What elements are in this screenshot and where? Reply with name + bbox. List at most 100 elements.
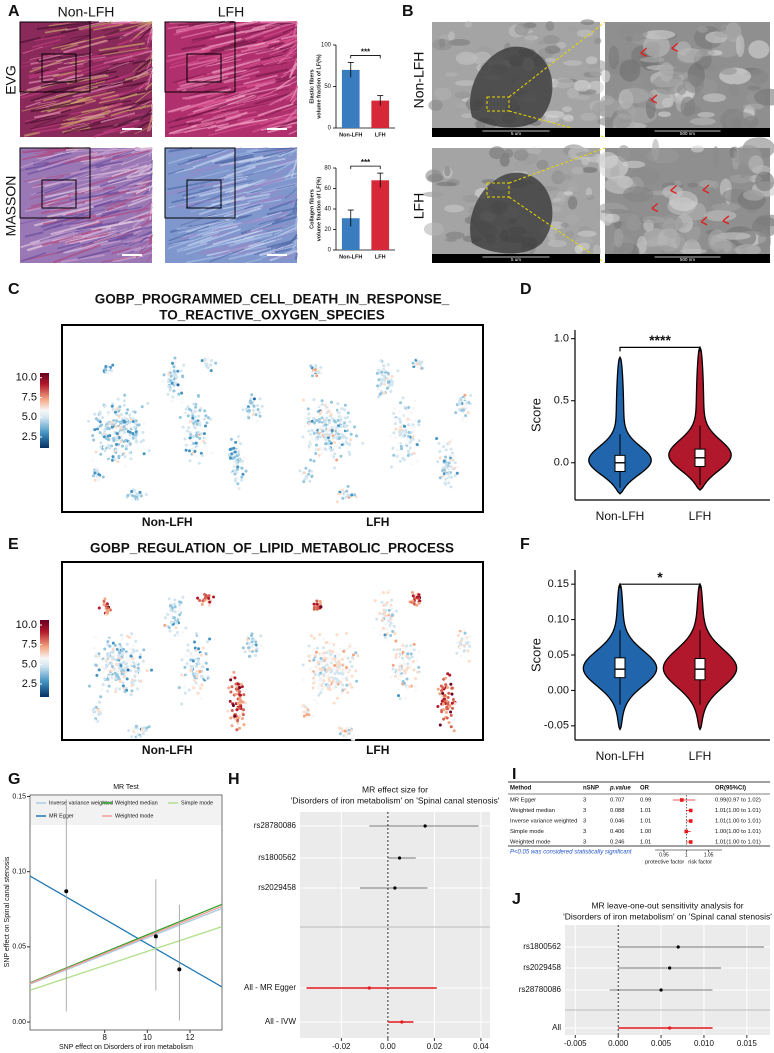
- cell-point: [179, 369, 183, 373]
- table-cell: Weighted median: [510, 808, 555, 814]
- cell-point: [338, 732, 342, 736]
- cell-point: [129, 457, 133, 461]
- cell-point: [411, 407, 415, 411]
- cell-point: [335, 680, 339, 684]
- fiber: [136, 180, 153, 185]
- fiber: [260, 229, 298, 243]
- cell-point: [104, 364, 108, 368]
- cell-point: [412, 648, 416, 652]
- cell-point: [259, 634, 263, 638]
- cell-point: [98, 431, 102, 435]
- cell-point: [126, 668, 130, 672]
- cell-point: [191, 414, 195, 418]
- cell-point: [113, 643, 117, 647]
- cell-point: [348, 682, 352, 686]
- cell-point: [440, 689, 444, 693]
- cell-point: [377, 395, 381, 399]
- fiber: [51, 35, 106, 50]
- cell-point: [376, 387, 380, 391]
- fiber: [236, 95, 257, 105]
- cell-point: [333, 444, 337, 448]
- cell-point: [131, 417, 135, 421]
- fiber: [211, 153, 235, 163]
- organelle: [513, 149, 529, 161]
- cell-point: [191, 683, 195, 687]
- cell-point: [197, 461, 201, 465]
- panel-label: I: [512, 766, 516, 783]
- x-tick-label: Non-LFH: [339, 132, 362, 138]
- row-label: All: [552, 1023, 561, 1032]
- cell-point: [464, 405, 468, 409]
- organelle: [626, 214, 642, 231]
- colorbar-label: 2.5: [22, 431, 37, 443]
- cell-point: [394, 653, 398, 657]
- fiber: [288, 62, 298, 79]
- fiber: [187, 58, 218, 67]
- cell-point: [187, 449, 191, 453]
- cell-point: [96, 719, 100, 723]
- cell-point: [162, 373, 166, 377]
- cell-point: [106, 426, 110, 430]
- umap-points: [87, 356, 264, 502]
- cell-point: [134, 639, 138, 643]
- cell-point: [346, 484, 350, 488]
- fiber: [117, 57, 138, 64]
- fiber: [32, 61, 63, 70]
- fiber: [199, 248, 229, 255]
- cell-point: [319, 602, 323, 606]
- fiber: [263, 56, 293, 65]
- cell-point: [197, 647, 201, 651]
- fiber: [33, 231, 78, 247]
- cell-point: [337, 437, 341, 441]
- fiber: [130, 72, 153, 82]
- zoom-line: [508, 196, 606, 264]
- cell-point: [101, 475, 105, 479]
- fiber: [200, 110, 240, 124]
- fiber: [221, 57, 263, 68]
- arrow: [640, 47, 647, 57]
- cell-point: [319, 671, 323, 675]
- cell-point: [183, 691, 187, 695]
- cell-point: [167, 384, 171, 388]
- cell-point: [203, 357, 207, 361]
- organelle: [560, 222, 569, 228]
- fiber: [294, 217, 299, 230]
- cell-point: [349, 643, 353, 647]
- cell-point: [177, 610, 181, 614]
- cell-point: [341, 683, 345, 687]
- cell-point: [173, 610, 177, 614]
- cell-point: [237, 439, 241, 443]
- panel-label: J: [512, 891, 521, 908]
- cell-point: [188, 436, 192, 440]
- cell-point: [417, 423, 421, 427]
- estimate: [367, 986, 371, 990]
- plot-bg: [565, 925, 770, 1035]
- cell-point: [319, 687, 323, 691]
- cell-point: [397, 442, 401, 446]
- cell-point: [119, 657, 123, 661]
- cell-point: [97, 700, 101, 704]
- fiber: [233, 162, 263, 171]
- cell-point: [203, 592, 207, 596]
- cell-point: [131, 420, 135, 424]
- fiber: [134, 147, 153, 151]
- fiber: [235, 21, 291, 40]
- cell-point: [120, 672, 124, 676]
- fiber: [29, 185, 79, 200]
- cell-point: [188, 431, 192, 435]
- cell-point: [94, 654, 98, 658]
- estimate: [680, 798, 684, 802]
- cell-point: [319, 410, 323, 414]
- fiber: [103, 173, 153, 196]
- organelle: [541, 167, 556, 177]
- cell-point: [140, 727, 144, 731]
- cell-point: [417, 665, 421, 669]
- fiber: [175, 21, 219, 32]
- organelle: [556, 41, 567, 49]
- y-tick-label: 100: [321, 43, 332, 49]
- row-label: EVG: [3, 65, 19, 95]
- cell-point: [201, 646, 205, 650]
- cell-point: [100, 688, 104, 692]
- organelle: [702, 93, 727, 103]
- cell-point: [97, 478, 101, 482]
